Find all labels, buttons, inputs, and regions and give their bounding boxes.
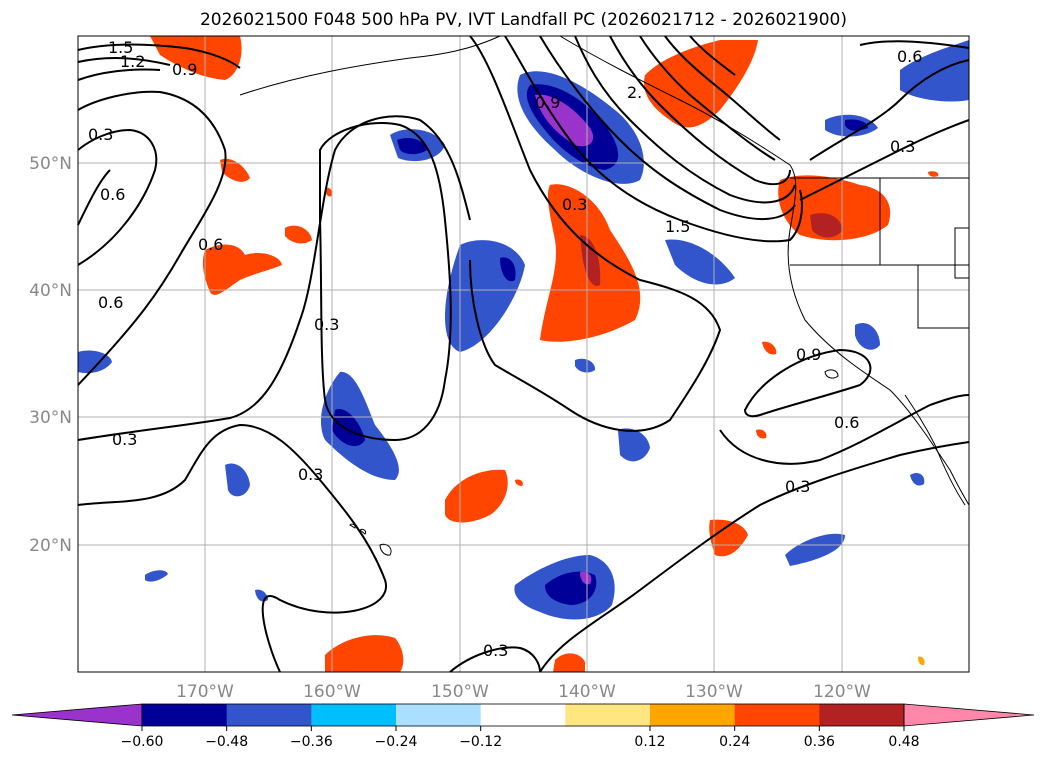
contour-label: 0.9 [535, 93, 560, 112]
lat-label: 40°N [29, 281, 72, 301]
lon-label: 120°W [813, 682, 871, 702]
contour-label: 0.6 [100, 185, 125, 204]
colorbar-segment [734, 704, 820, 726]
map-title: 2026021500 F048 500 hPa PV, IVT Landfall… [199, 10, 847, 30]
contour-labels: 1.5 1.2 0.9 0.3 0.6 0.6 0.6 0.3 0.3 0.3 … [88, 38, 922, 660]
colorbar-tick-label: −0.12 [459, 734, 502, 750]
lat-label: 20°N [29, 536, 72, 556]
colorbar-segment [480, 704, 566, 726]
colorbar-segment [650, 704, 736, 726]
lat-label: 50°N [29, 154, 72, 174]
lon-label: 140°W [558, 682, 616, 702]
contour-label: 0.3 [562, 195, 587, 214]
contour-label: 0.6 [198, 235, 223, 254]
colorbar-segment [819, 704, 905, 726]
contour-label: 0.9 [172, 60, 197, 79]
contour-label: 2. [627, 83, 642, 102]
lon-label: 170°W [176, 682, 234, 702]
colorbar-tick-label: −0.24 [375, 734, 418, 750]
colorbar-tick-label: −0.48 [205, 734, 248, 750]
contour-label: 0.6 [834, 413, 859, 432]
lon-label: 130°W [685, 682, 743, 702]
contour-label: 1.2 [120, 52, 145, 71]
shaded-anomalies [78, 36, 969, 672]
colorbar-segment [396, 704, 482, 726]
colorbar-tick-label: −0.36 [290, 734, 333, 750]
colorbar-tick-label: 0.12 [634, 734, 665, 750]
colorbar-tick-label: 0.48 [888, 734, 919, 750]
colorbar-tick-label: 0.24 [719, 734, 750, 750]
pv-contours [77, 35, 970, 673]
contour-label: 0.3 [483, 641, 508, 660]
contour-label: 0.3 [112, 430, 137, 449]
contour-label: 0.3 [890, 137, 915, 156]
contour-label: 0.6 [897, 47, 922, 66]
colorbar-segment [226, 704, 312, 726]
map-frame [77, 35, 970, 673]
longitude-labels: 170°W 160°W 150°W 140°W 130°W 120°W [176, 682, 871, 702]
contour-label: 0.9 [796, 345, 821, 364]
contour-label: 0.3 [88, 125, 113, 144]
contour-label: 0.6 [98, 293, 123, 312]
contour-label: 1.5 [108, 38, 133, 57]
graticule [78, 36, 969, 672]
colorbar-tick-label: 0.36 [804, 734, 835, 750]
lon-label: 160°W [303, 682, 361, 702]
colorbar-tick-label: −0.60 [121, 734, 164, 750]
contour-label: 0.3 [785, 477, 810, 496]
latitude-labels: 50°N 40°N 30°N 20°N [29, 154, 72, 556]
lon-label: 150°W [431, 682, 489, 702]
colorbar-segment [142, 704, 228, 726]
lat-label: 30°N [29, 408, 72, 428]
colorbar: −0.60 −0.48 −0.36 −0.24 −0.12 0.12 0.24 0.36 0.4… [11, 703, 1035, 750]
contour-label: 0.3 [298, 465, 323, 484]
colorbar-segment [311, 704, 397, 726]
colorbar-extend-high [903, 703, 1035, 727]
colorbar-segment [565, 704, 651, 726]
colorbar-outline [141, 703, 905, 727]
colorbar-extend-low [11, 703, 143, 727]
contour-label: 0.3 [314, 315, 339, 334]
contour-label: 1.5 [665, 217, 690, 236]
